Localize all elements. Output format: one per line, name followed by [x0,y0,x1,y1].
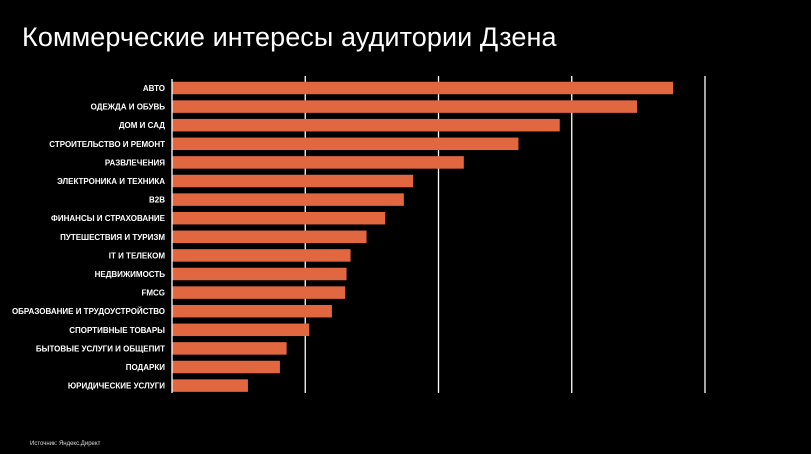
bar [172,137,519,151]
category-label: НЕДВИЖИМОСТЬ [95,270,166,279]
bar [172,323,310,337]
category-labels: АВТО ОДЕЖДА И ОБУВЬ ДОМ И САД СТРОИТЕЛЬСТВО… [12,84,166,391]
category-label: ДОМ И САД [119,121,165,130]
category-label: БЫТОВЫЕ УСЛУГИ И ОБЩЕПИТ [36,344,165,353]
bar [172,342,287,355]
category-label: ПОДАРКИ [126,363,166,372]
chart-title: Коммерческие интересы аудитории Дзена [22,22,557,52]
bar [172,267,347,281]
bar [172,193,404,206]
category-label: АВТО [143,84,165,93]
bar [172,211,386,225]
source-note: Источник: Яндекс.Директ [30,441,101,447]
bar [172,379,248,392]
category-label: ОДЕЖДА И ОБУВЬ [91,103,166,112]
bar [172,118,560,132]
category-label: IT И ТЕЛЕКОМ [109,251,166,260]
bar [172,100,638,113]
category-label: ЭЛЕКТРОНИКА И ТЕХНИКА [57,177,165,186]
bar [172,360,280,374]
bars [172,81,674,392]
category-label: ОБРАЗОВАНИЕ И ТРУДОУСТРОЙСТВО [12,307,165,316]
bar [172,304,332,318]
bar [172,286,346,299]
bar [172,230,367,244]
bar [172,174,414,188]
category-label: B2B [149,196,165,205]
category-label: FMCG [141,289,165,298]
category-label: ПУТЕШЕСТВИЯ И ТУРИЗМ [60,233,165,242]
category-label: СТРОИТЕЛЬСТВО И РЕМОНТ [49,140,165,149]
bar [172,156,464,169]
bar [172,81,674,95]
category-label: СПОРТИВНЫЕ ТОВАРЫ [69,326,165,335]
category-label: РАЗВЛЕЧЕНИЯ [105,158,165,167]
category-label: ФИНАНСЫ И СТРАХОВАНИЕ [51,214,166,223]
bar [172,249,351,262]
category-label: ЮРИДИЧЕСКИЕ УСЛУГИ [68,382,165,391]
